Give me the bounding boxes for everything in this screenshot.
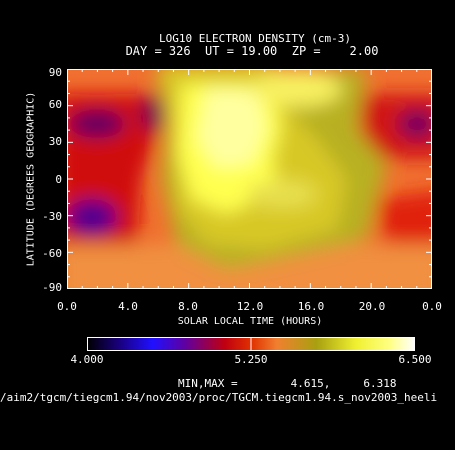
chart-subtitle: DAY = 326 UT = 19.00 ZP = 2.00 — [125, 44, 379, 58]
x-tick-label: 16.0 — [297, 300, 325, 313]
y-axis-label: LATITUDE (DEGREES GEOGRAPHIC) — [25, 91, 37, 267]
colorbar-min-label: 4.000 — [70, 353, 104, 366]
y-tick-label: -90 — [42, 281, 62, 294]
x-tick-label: 12.0 — [236, 300, 264, 313]
file-path: /aim2/tgcm/tiegcm1.94/nov2003/proc/TGCM.… — [0, 391, 438, 404]
y-tick-label: 0 — [55, 173, 62, 186]
x-tick-label: 20.0 — [358, 300, 386, 313]
low-density-core-left-south — [67, 199, 117, 235]
y-tick-label: 90 — [48, 66, 62, 79]
y-tick-label: -30 — [42, 210, 62, 223]
colorbar — [87, 337, 415, 351]
x-tick-label: 8.0 — [178, 300, 198, 313]
low-density-region-right — [357, 94, 432, 159]
colorbar-max-label: 6.500 — [398, 353, 432, 366]
y-tick-label: 60 — [48, 98, 62, 111]
y-tick-label: -60 — [42, 247, 62, 260]
y-tick-label: 30 — [48, 135, 62, 148]
colorbar-mid-label: 5.250 — [234, 353, 268, 366]
x-tick-label: 4.0 — [118, 300, 138, 313]
min-max-readout: MIN,MAX = 4.615, 6.318 — [178, 377, 397, 390]
low-density-core-left-north — [69, 110, 125, 138]
x-axis-label: SOLAR LOCAL TIME (HOURS) — [177, 316, 323, 327]
chart-title: LOG10 ELECTRON DENSITY (cm-3) — [158, 32, 352, 45]
x-tick-label: 0.0 — [57, 300, 77, 313]
x-tick-label: 0.0 — [422, 300, 442, 313]
heatmap-plot — [67, 69, 432, 289]
